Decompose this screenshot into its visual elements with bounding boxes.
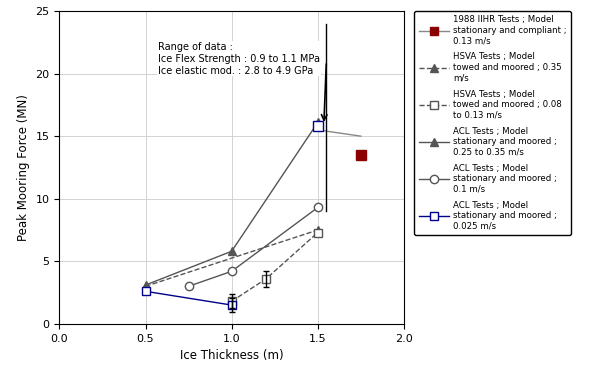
Text: Range of data :
Ice Flex Strength : 0.9 to 1.1 MPa
Ice elastic mod. : 2.8 to 4.9: Range of data : Ice Flex Strength : 0.9 …	[157, 42, 320, 75]
Y-axis label: Peak Mooring Force (MN): Peak Mooring Force (MN)	[17, 94, 30, 241]
Legend: 1988 IIHR Tests ; Model
stationary and compliant ;
0.13 m/s, HSVA Tests ; Model
: 1988 IIHR Tests ; Model stationary and c…	[414, 11, 571, 235]
X-axis label: Ice Thickness (m): Ice Thickness (m)	[180, 349, 283, 362]
